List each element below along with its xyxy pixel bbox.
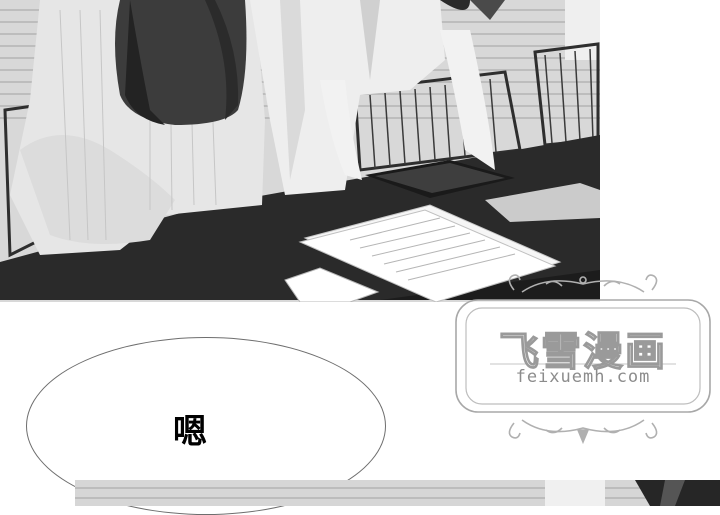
watermark-url: feixuemh.com (515, 367, 651, 387)
speech-bubble-text: 嗯 (173, 412, 207, 452)
watermark-frame (455, 274, 711, 445)
watermark: 飞雪漫画 feixuemh.com (452, 270, 714, 445)
comic-panel-bottom (75, 480, 720, 506)
comic-panel-top (0, 0, 600, 302)
watermark-title: 飞雪漫画 (498, 328, 667, 375)
next-panel-illustration (75, 480, 720, 506)
office-scene-illustration (0, 0, 600, 302)
